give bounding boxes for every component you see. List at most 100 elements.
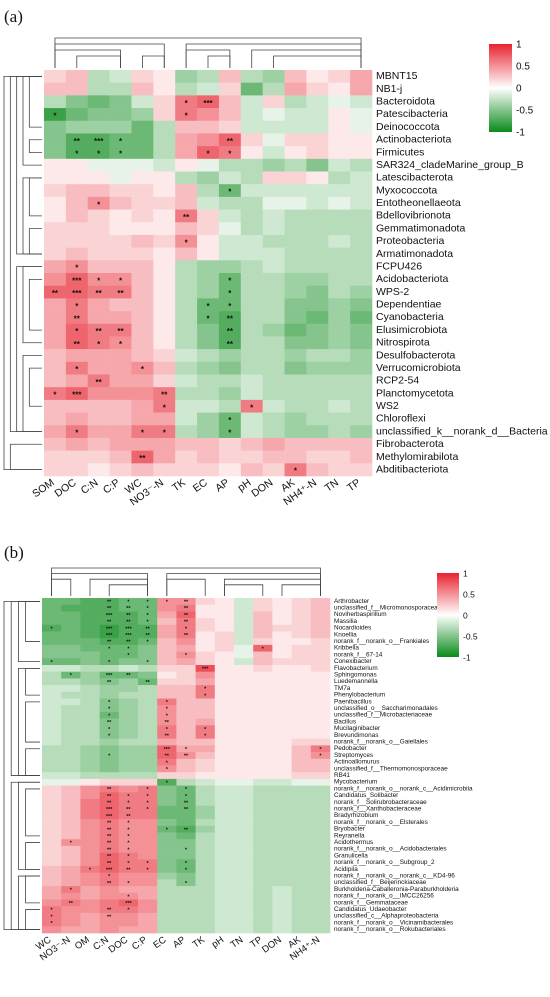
significance-mark: *	[319, 747, 322, 753]
heatmap-cell	[80, 685, 100, 693]
heatmap-cell	[61, 738, 81, 746]
significance-mark: ***	[106, 633, 113, 639]
heatmap-cell	[61, 685, 81, 693]
significance-mark: *	[127, 861, 130, 867]
heatmap-cell	[306, 450, 329, 464]
heatmap-cell	[176, 732, 196, 739]
heatmap-cell	[272, 919, 292, 927]
significance-mark: **	[165, 733, 170, 739]
heatmap-cell	[195, 778, 216, 786]
significance-mark: *	[147, 800, 150, 806]
heatmap-cell	[253, 638, 273, 646]
heatmap-cell	[272, 685, 292, 693]
heatmap-cell	[87, 95, 110, 109]
heatmap-cell	[87, 463, 110, 477]
heatmap-cell	[176, 765, 196, 773]
heatmap-cell	[138, 926, 158, 934]
heatmap-cell	[272, 611, 292, 619]
heatmap-cell	[272, 644, 292, 652]
dendrogram-branch	[25, 748, 40, 776]
heatmap-cell	[218, 273, 242, 286]
heatmap-cell	[234, 899, 254, 907]
heatmap-cell	[197, 146, 220, 160]
heatmap-cell	[218, 120, 242, 134]
heatmap-cell	[291, 819, 312, 827]
heatmap-cell	[214, 598, 235, 605]
heatmap-cell	[310, 685, 331, 693]
heatmap-cell	[253, 832, 273, 840]
significance-mark: *	[127, 599, 130, 605]
heatmap-cell	[195, 732, 216, 739]
heatmap-cell	[218, 247, 242, 261]
heatmap-cell	[262, 298, 285, 312]
heatmap-cell	[175, 171, 198, 185]
heatmap-cell	[234, 665, 254, 672]
heatmap-cell	[291, 832, 312, 840]
heatmap-cell	[65, 82, 89, 96]
heatmap-cell	[310, 892, 331, 900]
significance-mark: *	[206, 302, 210, 311]
heatmap-cell	[176, 758, 196, 766]
heatmap-cell	[197, 82, 220, 96]
heatmap-cell	[61, 866, 81, 873]
significance-mark: ***	[106, 613, 113, 619]
significance-mark: **	[107, 834, 112, 840]
heatmap-cell	[65, 247, 89, 261]
heatmap-cell	[42, 906, 62, 914]
heatmap-cell	[253, 792, 273, 800]
heatmap-cell	[284, 349, 307, 363]
heatmap-cell	[61, 752, 81, 760]
heatmap-cell	[214, 778, 235, 786]
heatmap-cell	[310, 792, 331, 800]
heatmap-cell	[195, 845, 216, 853]
heatmap-cell	[157, 859, 177, 867]
heatmap-cell	[291, 892, 312, 900]
heatmap-cell	[138, 879, 158, 887]
significance-mark: *	[89, 867, 92, 873]
heatmap-cell	[350, 95, 373, 109]
heatmap-cell	[61, 624, 81, 632]
heatmap-cell	[65, 336, 89, 350]
heatmap-cell	[291, 879, 312, 887]
heatmap-cell	[118, 698, 139, 706]
heatmap-cell	[138, 698, 158, 706]
heatmap-cell	[87, 196, 110, 210]
heatmap-cell	[214, 799, 235, 806]
heatmap-cell	[44, 82, 67, 96]
heatmap-cell	[157, 919, 177, 927]
heatmap-cell	[131, 298, 154, 312]
heatmap-cell	[214, 899, 235, 907]
row-label: Sphingomonas	[334, 672, 377, 679]
heatmap-cell	[131, 222, 154, 236]
heatmap-cell	[138, 839, 158, 847]
significance-mark: *	[147, 640, 150, 646]
heatmap-cell	[284, 450, 307, 464]
heatmap-cell	[195, 624, 216, 632]
heatmap-cell	[87, 285, 110, 299]
heatmap-cell	[131, 184, 154, 198]
heatmap-cell	[176, 799, 196, 806]
significance-mark: *	[127, 908, 130, 914]
heatmap-cell	[109, 70, 132, 83]
heatmap-cell	[80, 745, 100, 753]
heatmap-cell	[291, 805, 312, 813]
heatmap-cell	[262, 412, 285, 426]
heatmap-cell	[306, 184, 329, 198]
heatmap-cell	[99, 852, 120, 860]
heatmap-cell	[118, 879, 139, 887]
heatmap-cell	[240, 425, 263, 439]
heatmap-cell	[109, 349, 132, 363]
row-label: WPS-2	[376, 286, 409, 298]
heatmap-cell	[99, 671, 120, 679]
heatmap-cell	[44, 336, 67, 350]
dendrogram-branch	[25, 909, 40, 931]
heatmap-cell	[310, 638, 331, 646]
heatmap-cell	[284, 196, 307, 210]
row-label: Bacteroidota	[376, 96, 435, 108]
heatmap-cell	[197, 273, 220, 286]
heatmap-cell	[197, 374, 220, 388]
heatmap-cell	[44, 108, 67, 122]
heatmap-cell	[195, 644, 216, 652]
heatmap-cell	[176, 886, 196, 894]
heatmap-cell	[253, 725, 273, 733]
